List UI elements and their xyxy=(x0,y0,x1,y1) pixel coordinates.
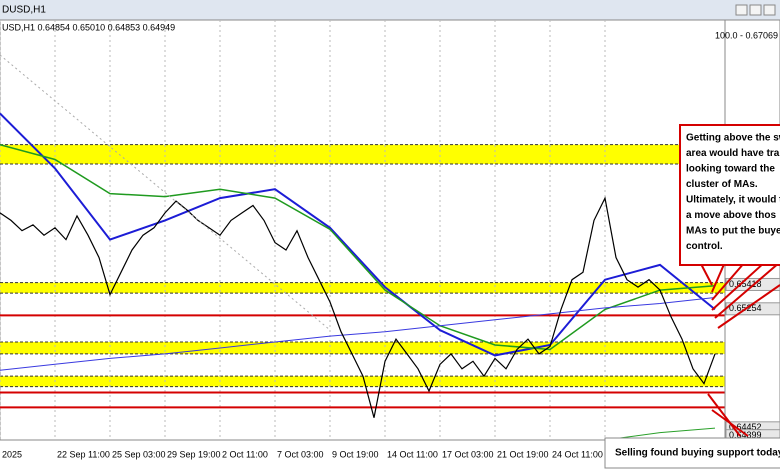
moving-average xyxy=(0,143,716,351)
window-buttons[interactable] xyxy=(735,4,776,16)
close-button[interactable] xyxy=(763,4,776,16)
arrow xyxy=(707,393,741,437)
x-tick-label: 17 Oct 03:00 xyxy=(442,449,494,459)
plot-area xyxy=(0,19,726,441)
plot-layer: 2025 22 Sep 11:00 25 Sep 03:00 29 Sep 19:00… xyxy=(0,19,780,459)
annotation-box xyxy=(679,124,780,266)
annotation-text: Selling found buying support today xyxy=(615,448,780,459)
zone xyxy=(0,144,725,164)
x-tick-label: 29 Sep 19:00 xyxy=(167,449,221,459)
annotation-box xyxy=(604,437,780,469)
arrow xyxy=(711,409,749,437)
zone xyxy=(0,282,725,294)
annotation-text: control. xyxy=(686,241,723,252)
level-label: 0.65418 xyxy=(729,279,762,289)
arrow xyxy=(711,261,766,311)
annotation-text: area would have tra xyxy=(686,148,780,159)
x-tick-label: 25 Sep 03:00 xyxy=(112,449,166,459)
annotation-text: looking toward the xyxy=(686,164,775,175)
arrow xyxy=(717,284,780,329)
x-tick-label: 9 Oct 19:00 xyxy=(332,449,379,459)
trend-line xyxy=(0,54,331,331)
x-tick-label: 21 Oct 19:00 xyxy=(497,449,549,459)
level-label: 0.64452 xyxy=(729,422,762,432)
maximize-button[interactable] xyxy=(749,4,762,16)
annotation-text: Ultimately, it would t xyxy=(686,195,780,206)
x-tick-label: 2025 xyxy=(2,449,22,459)
symbol-label: USD,H1 0.64854 0.65010 0.64853 0.64949 xyxy=(2,22,175,32)
arrow xyxy=(714,261,780,319)
minimize-button[interactable] xyxy=(735,4,748,16)
annotation-arrows: Getting above the sw area would have tra l… xyxy=(604,124,780,469)
moving-average xyxy=(0,112,716,357)
x-tick-label: 22 Sep 11:00 xyxy=(57,449,110,459)
window-title: DUSD,H1 xyxy=(2,5,46,16)
zone xyxy=(0,376,725,387)
annotation-text: MAs to put the buyer xyxy=(686,226,780,237)
arrow xyxy=(711,261,726,293)
annotation-text: a move above thos xyxy=(686,210,776,221)
indicator-label: 100.0 - 0.67069 xyxy=(715,30,778,40)
annotation-text: Getting above the sw xyxy=(686,133,780,144)
x-tick-label: 14 Oct 11:00 xyxy=(387,449,438,459)
moving-average xyxy=(0,297,716,371)
annotation-text: cluster of MAs. xyxy=(686,179,758,190)
price-line xyxy=(0,196,716,418)
x-tick-label: 7 Oct 03:00 xyxy=(277,449,324,459)
zone xyxy=(0,342,725,354)
x-tick-label: 2 Oct 11:00 xyxy=(222,449,268,459)
arrow xyxy=(711,261,746,301)
title-bar xyxy=(0,0,780,20)
x-tick-label: 24 Oct 11:00 xyxy=(552,449,603,459)
